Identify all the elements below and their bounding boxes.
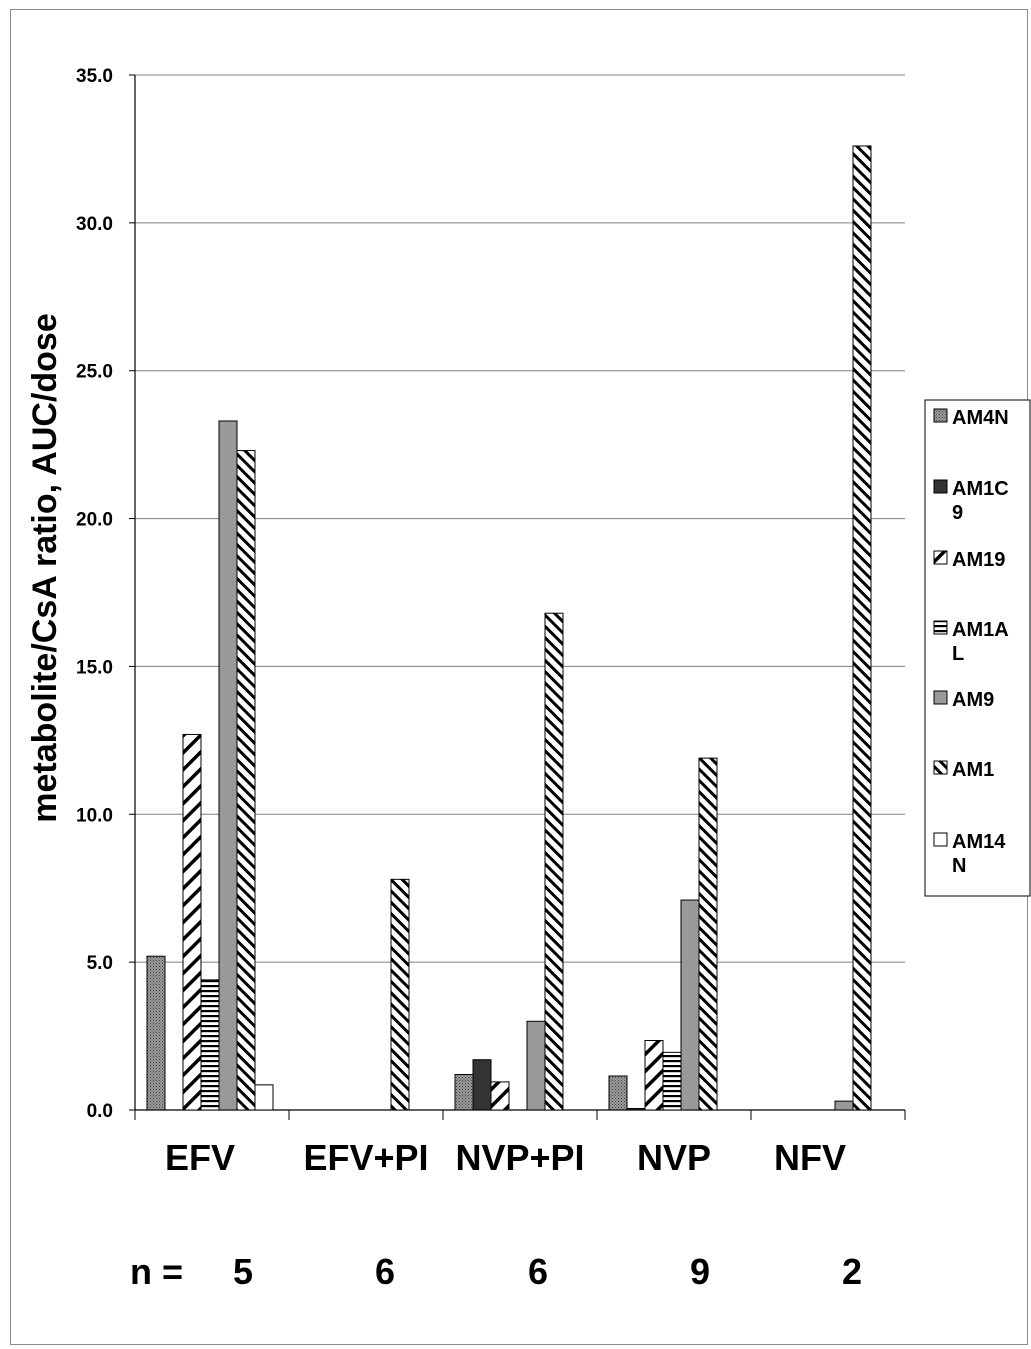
legend-label: L bbox=[952, 643, 964, 665]
x-category-label: NVP+PI bbox=[455, 1137, 584, 1178]
y-tick-label: 35.0 bbox=[76, 66, 113, 87]
y-tick-label: 30.0 bbox=[76, 214, 113, 235]
bars bbox=[146, 145, 872, 1111]
bar-am19-nvp-pi bbox=[490, 1081, 510, 1111]
bar-am1-nvp bbox=[698, 757, 718, 1111]
legend-swatch-am1 bbox=[933, 760, 948, 775]
gridlines bbox=[135, 74, 905, 963]
n-value: 9 bbox=[690, 1251, 710, 1292]
legend-label: AM1C bbox=[952, 478, 1009, 500]
legend-swatch-am14n bbox=[933, 832, 948, 847]
legend-label: AM4N bbox=[952, 407, 1009, 429]
bar-am4n-nvp-pi bbox=[454, 1074, 474, 1111]
bar-am1-efv bbox=[236, 450, 256, 1111]
bar-am9-nvp bbox=[680, 899, 700, 1111]
x-category-label: NFV bbox=[774, 1137, 846, 1178]
n-value: 5 bbox=[233, 1251, 253, 1292]
bar-am1c9-nvp-pi bbox=[472, 1059, 492, 1111]
y-tick-label: 0.0 bbox=[87, 1101, 113, 1122]
y-tick-label: 10.0 bbox=[76, 805, 113, 826]
legend-swatch-am1c9 bbox=[933, 479, 948, 494]
bar-am19-efv bbox=[182, 733, 202, 1111]
bar-am4n-nvp bbox=[608, 1075, 628, 1111]
bar-am4n-efv bbox=[146, 955, 166, 1111]
legend-label: AM1A bbox=[952, 619, 1009, 641]
legend-box bbox=[924, 399, 1031, 897]
bar-am1-nvp-pi bbox=[544, 612, 564, 1111]
legend-label: AM14 bbox=[952, 831, 1006, 853]
legend-label: 9 bbox=[952, 502, 963, 524]
n-value: 2 bbox=[842, 1251, 862, 1292]
x-category-label: EFV+PI bbox=[303, 1137, 428, 1178]
n-label: n = bbox=[130, 1251, 183, 1292]
bar-am14n-efv bbox=[254, 1084, 274, 1111]
n-value: 6 bbox=[528, 1251, 548, 1292]
legend-label: N bbox=[952, 855, 966, 877]
bar-am9-nvp-pi bbox=[526, 1020, 546, 1111]
legend-swatch-am19 bbox=[933, 550, 948, 565]
y-tick-label: 5.0 bbox=[87, 953, 113, 974]
bar-am1c9-nvp bbox=[626, 1108, 646, 1111]
bar-am9-efv bbox=[218, 420, 238, 1111]
legend-swatch-am1al bbox=[933, 620, 948, 635]
legend-swatch-am4n bbox=[933, 408, 948, 423]
x-category-label: EFV bbox=[165, 1137, 235, 1178]
legend-label: AM19 bbox=[952, 549, 1005, 571]
bar-am9-nfv bbox=[834, 1100, 854, 1111]
axis-labels: 0.0 5.0 10.0 15.0 20.0 25.0 30.0 35.0 metabolite… bbox=[26, 66, 862, 1292]
y-axis-title: metabolite/CsA ratio, AUC/dose bbox=[26, 313, 64, 822]
bar-am1al-efv bbox=[200, 979, 220, 1111]
n-value: 6 bbox=[375, 1251, 395, 1292]
y-tick-label: 15.0 bbox=[76, 657, 113, 678]
y-tick-label: 20.0 bbox=[76, 510, 113, 531]
legend-swatch-am9 bbox=[933, 690, 948, 705]
bar-am19-nvp bbox=[644, 1040, 664, 1111]
bar-am1-nfv bbox=[852, 145, 872, 1111]
legend-label: AM9 bbox=[952, 689, 994, 711]
y-tick-label: 25.0 bbox=[76, 362, 113, 383]
x-category-label: NVP bbox=[637, 1137, 711, 1178]
bar-am1-efv-pi bbox=[390, 878, 410, 1111]
bar-am1al-nvp bbox=[662, 1051, 682, 1111]
legend-label: AM1 bbox=[952, 759, 994, 781]
